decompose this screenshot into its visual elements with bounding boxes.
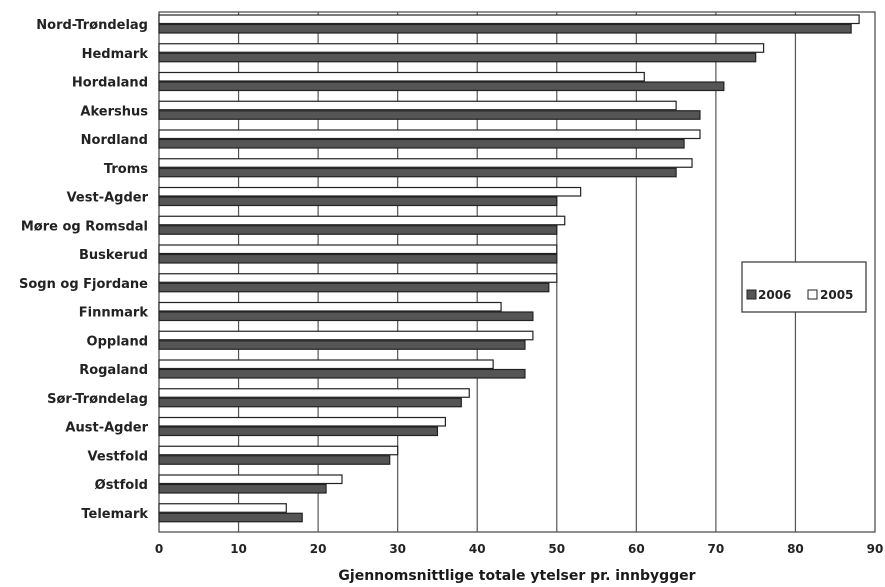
category-label: Møre og Romsdal: [21, 219, 148, 234]
grid-lines: [237, 12, 797, 532]
category-label: Hedmark: [82, 47, 149, 62]
bar-2006: [158, 455, 391, 465]
bar-2005: [158, 215, 566, 226]
category-label: Telemark: [81, 507, 148, 522]
category-label: Finnmark: [79, 306, 149, 321]
category-label: Vestfold: [88, 449, 148, 464]
bar-2006: [158, 167, 677, 178]
legend-label-2005: 2005: [820, 288, 853, 302]
bar-2005: [158, 129, 701, 140]
category-label: Nordland: [81, 133, 148, 148]
x-tick-label: 0: [155, 542, 163, 556]
bar-2006: [158, 311, 534, 322]
legend-swatch-2006: [746, 289, 757, 300]
legend-label-2006: 2006: [758, 288, 791, 302]
x-axis-title: Gjennomsnittlige totale ytelser pr. innb…: [338, 568, 695, 584]
bar-2005: [158, 301, 502, 312]
x-tick-label: 50: [548, 542, 565, 556]
category-label: Sør-Trøndelag: [47, 392, 148, 407]
bar-2005: [158, 244, 558, 255]
x-tick-label: 60: [628, 542, 645, 556]
x-tick-labels: 0 10 20 30 40 50 60 70 80 90: [155, 542, 884, 556]
bar-2005: [158, 359, 494, 370]
x-tick-label: 80: [787, 542, 804, 556]
bar-2006: [158, 368, 526, 379]
legend: 2006 2005: [741, 261, 867, 313]
bar-2006: [158, 23, 852, 34]
bar-2006: [158, 253, 558, 264]
bars: [158, 14, 860, 523]
bar-2005: [158, 474, 343, 485]
bar-2005: [158, 186, 582, 197]
bar-2005: [158, 330, 534, 341]
category-label: Rogaland: [79, 363, 148, 378]
category-label: Vest-Agder: [67, 191, 149, 206]
category-label: Østfold: [95, 478, 148, 493]
category-label: Troms: [104, 162, 148, 177]
bar-2006: [158, 196, 558, 207]
x-tick-label: 30: [389, 542, 406, 556]
legend-box: [741, 261, 867, 313]
bar-2005: [158, 388, 470, 398]
category-label: Akershus: [80, 104, 148, 119]
bar-2006: [158, 397, 462, 408]
category-label: Sogn og Fjordane: [19, 277, 148, 292]
legend-swatch-2005: [807, 289, 818, 300]
bar-2005: [158, 416, 446, 427]
bar-2006: [158, 110, 701, 120]
category-label: Oppland: [87, 334, 148, 349]
bar-2006: [158, 340, 526, 350]
bar-2006: [158, 81, 725, 92]
bar-2005: [158, 158, 693, 168]
bar-2006: [158, 426, 439, 437]
category-label: Nord-Trøndelag: [36, 18, 148, 33]
x-tick-label: 20: [310, 542, 327, 556]
bar-2006: [158, 483, 327, 494]
category-labels: Nord-Trøndelag Hedmark Hordaland Akershus No…: [19, 18, 149, 522]
category-label: Hordaland: [72, 76, 148, 91]
bar-2005: [158, 503, 287, 513]
bar-2006: [158, 282, 550, 293]
bar-2005: [158, 445, 399, 456]
bar-2005: [158, 273, 558, 283]
x-tick-label: 40: [469, 542, 486, 556]
bar-2006: [158, 138, 685, 149]
bar-2005: [158, 100, 677, 111]
bar-2005: [158, 14, 860, 25]
x-tick-label: 10: [230, 542, 247, 556]
bar-2005: [158, 71, 645, 82]
bar-2006: [158, 225, 558, 235]
category-label: Buskerud: [79, 248, 148, 263]
category-label: Aust-Agder: [65, 421, 148, 436]
bar-2006: [158, 52, 757, 63]
bar-2006: [158, 512, 303, 523]
x-tick-label: 70: [708, 542, 725, 556]
x-tick-label: 90: [867, 542, 884, 556]
bar-2005: [158, 43, 765, 53]
